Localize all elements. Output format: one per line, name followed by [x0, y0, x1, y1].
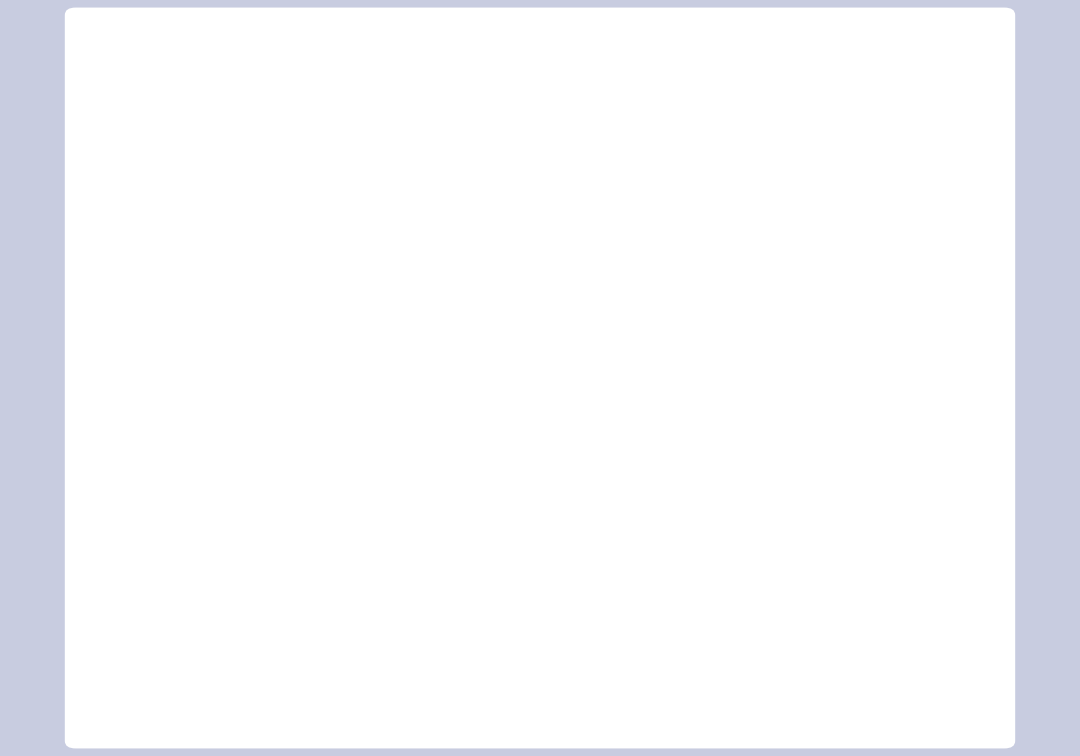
- Text: the polynomial below?: the polynomial below?: [100, 110, 538, 148]
- Text: $y = (2x + 3)(x - 1)^2$: $y = (2x + 3)(x - 1)^2$: [100, 220, 543, 277]
- Text: The polynomial has 3 turning points: The polynomial has 3 turning points: [150, 540, 752, 573]
- Text: (1, 0): (1, 0): [150, 453, 240, 486]
- Text: *: *: [475, 110, 507, 148]
- Text: The graph will be the tangent to the x-axis at: The graph will be the tangent to the x-a…: [150, 415, 907, 448]
- Text: The constant term is -3: The constant term is -3: [150, 640, 539, 673]
- Text: Which of the following is TRUE about: Which of the following is TRUE about: [100, 45, 816, 83]
- Text: The graph will cross the x-axis at (1, 0): The graph will cross the x-axis at (1, 0…: [150, 320, 802, 353]
